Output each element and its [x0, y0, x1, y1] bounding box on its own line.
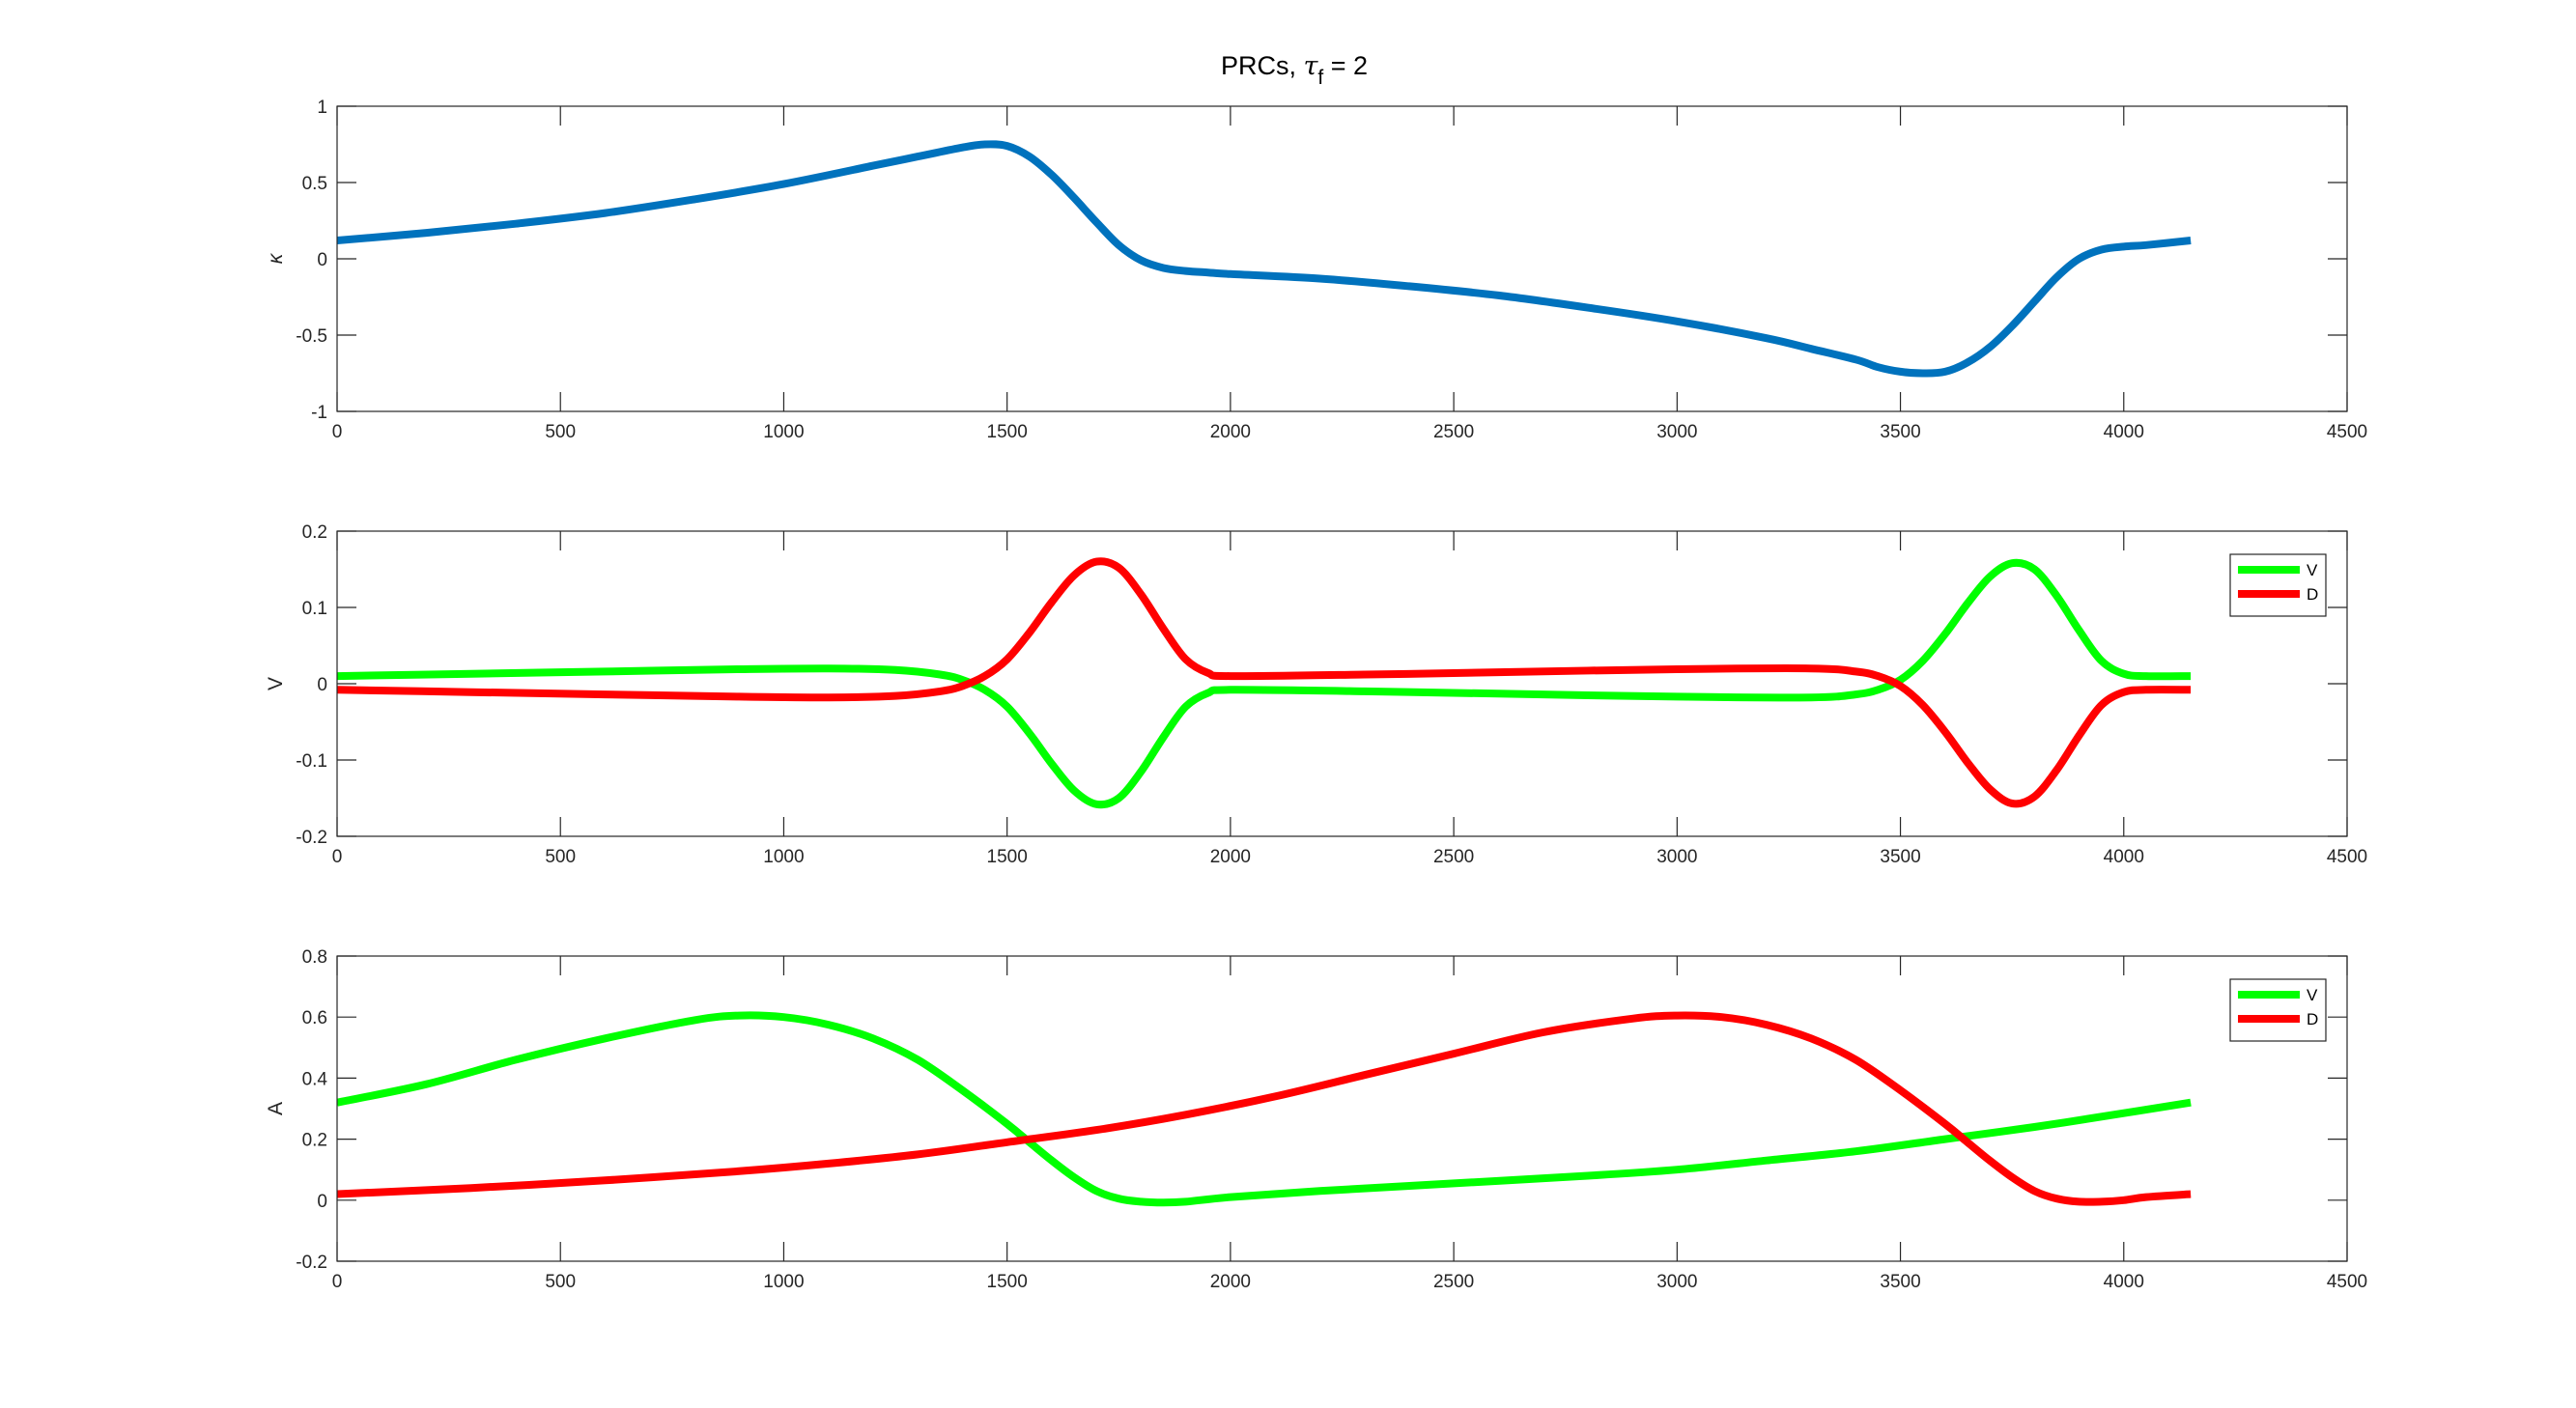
x-tick-label: 4000	[2104, 1272, 2144, 1292]
y-tick-label: 0.2	[302, 522, 327, 543]
chart-title: PRCs, τf = 2	[1221, 51, 1368, 89]
x-tick-label: 2500	[1433, 422, 1474, 442]
series-lines	[337, 557, 2192, 809]
x-tick-label: 500	[545, 1272, 576, 1292]
axes-container: 0 500 1000 1500 2000 2500 3000 3500 4000 4500-1-0…	[265, 98, 2367, 1292]
x-tick-label: 4000	[2104, 847, 2144, 867]
x-tick-label: 1500	[987, 1272, 1028, 1292]
series-lines	[337, 140, 2192, 378]
x-tick-label: 0	[332, 422, 343, 442]
y-tick-label: -0.2	[296, 828, 327, 848]
x-tick-label: 3000	[1656, 422, 1697, 442]
x-tick-label: 0	[332, 847, 343, 867]
x-tick-label: 4000	[2104, 422, 2144, 442]
y-tick-label: 0.6	[302, 1008, 327, 1028]
legend-box	[2229, 553, 2327, 617]
y-tick-label: 0.5	[302, 174, 327, 194]
subplot-1: 0 500 1000 1500 2000 2500 3000 3500 4000 4500 -1 -0…	[265, 98, 2367, 442]
title-main: PRCs,	[1221, 51, 1304, 80]
title-tau: τ	[1303, 51, 1318, 81]
x-tick-label: 4500	[2327, 847, 2367, 867]
x-tick-label: 0	[332, 1272, 343, 1292]
subplot-2: 0 500 1000 1500 2000 2500 3000 3500 4000 4500 -0.2…	[265, 522, 2367, 867]
x-tick-label: 1000	[763, 847, 804, 867]
x-tick-label: 2500	[1433, 847, 1474, 867]
y-tick-label: 0	[317, 250, 327, 270]
y-tick-label: -0.1	[296, 751, 327, 772]
y-tick-label: -0.5	[296, 326, 327, 347]
plot-area	[337, 531, 2347, 836]
x-tick-label: 3500	[1880, 1272, 1920, 1292]
series-line-d	[337, 1011, 2192, 1206]
series-line-v	[337, 1011, 2192, 1207]
series-lines	[337, 1011, 2192, 1207]
y-tick-label: 0.4	[302, 1069, 328, 1089]
legend-label-d: D	[2307, 1010, 2318, 1028]
x-tick-label: 500	[545, 847, 576, 867]
x-tick-label: 2000	[1210, 422, 1251, 442]
x-tick-label: 2000	[1210, 1272, 1251, 1292]
x-tick-label: 2500	[1433, 1272, 1474, 1292]
legend-box	[2229, 978, 2327, 1042]
plot-area	[337, 956, 2347, 1261]
x-tick-label: 1500	[987, 847, 1028, 867]
y-tick-label: -1	[311, 403, 327, 423]
legend: VD	[2229, 553, 2327, 617]
y-axis-label: A	[265, 1102, 287, 1115]
subplot-3: 0 500 1000 1500 2000 2500 3000 3500 4000 4500 -0.2…	[265, 947, 2367, 1292]
x-tick-label: 1000	[763, 422, 804, 442]
legend: VD	[2229, 978, 2327, 1042]
series-line-1	[337, 140, 2192, 378]
y-tick-label: 0.8	[302, 947, 327, 968]
x-tick-label: 3500	[1880, 847, 1920, 867]
y-tick-label: 0.2	[302, 1131, 327, 1151]
x-tick-label: 3000	[1656, 847, 1697, 867]
x-tick-label: 1500	[987, 422, 1028, 442]
legend-label-v: V	[2307, 986, 2318, 1004]
x-tick-label: 3000	[1656, 1272, 1697, 1292]
y-tick-label: -0.2	[296, 1253, 327, 1273]
axes-box	[336, 955, 2348, 1262]
y-tick-label: 0.1	[302, 599, 327, 619]
y-axis-label: V	[265, 677, 287, 690]
y-tick-label: 0	[317, 1192, 327, 1212]
y-tick-label: 0	[317, 675, 327, 695]
y-tick-label: 1	[317, 98, 327, 118]
x-tick-label: 4500	[2327, 422, 2367, 442]
x-tick-label: 2000	[1210, 847, 1251, 867]
series-line-d	[337, 557, 2192, 808]
legend-label-d: D	[2307, 585, 2318, 604]
legend-label-v: V	[2307, 561, 2318, 579]
title-subscript: f	[1317, 67, 1323, 89]
plot-area	[337, 106, 2347, 411]
title-rest: = 2	[1323, 51, 1368, 80]
y-axis-label: κ	[265, 252, 287, 264]
series-line-v	[337, 558, 2192, 809]
x-tick-label: 500	[545, 422, 576, 442]
x-tick-label: 1000	[763, 1272, 804, 1292]
x-tick-label: 3500	[1880, 422, 1920, 442]
x-tick-label: 4500	[2327, 1272, 2367, 1292]
